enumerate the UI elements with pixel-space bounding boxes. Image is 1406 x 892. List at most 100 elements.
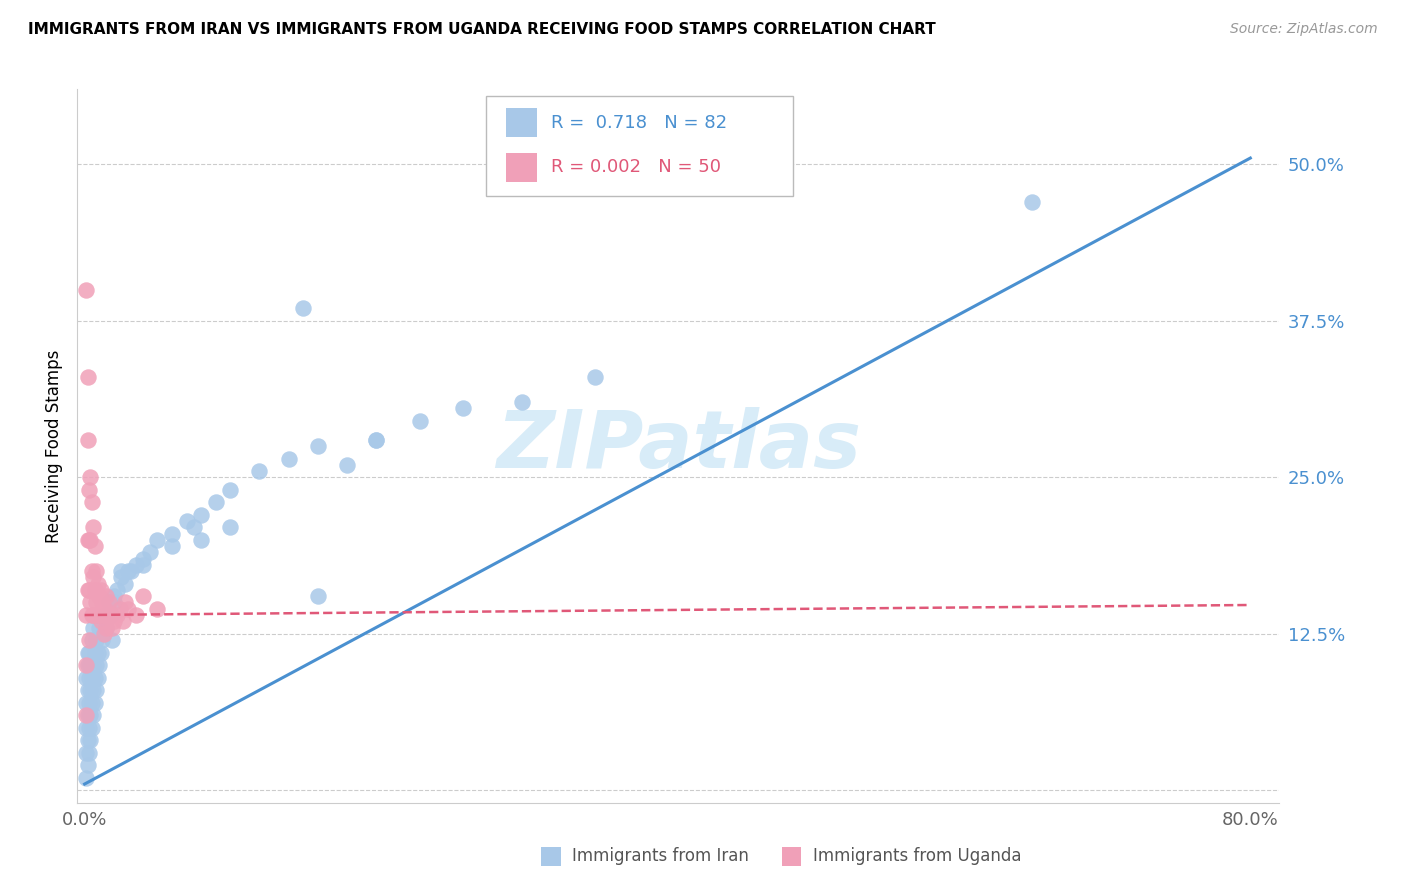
Point [96,621,118,635]
Point [83,646,105,660]
Point [79,595,101,609]
Point [90,582,112,597]
Point [82,520,104,534]
Point [75,607,97,622]
Point [100,607,122,622]
Point [82,607,104,622]
Point [336,458,359,472]
Point [80,607,103,622]
Point [76,683,98,698]
Text: Immigrants from Uganda: Immigrants from Uganda [813,847,1021,865]
Point [110,564,132,578]
Point [307,589,329,603]
Point [76,733,98,747]
Point [80,495,103,509]
Point [132,558,155,572]
Point [117,564,139,578]
Point [91,633,114,648]
Point [77,721,100,735]
Point [105,582,128,597]
Point [83,582,105,597]
Point [96,621,118,635]
Point [75,696,97,710]
Point [190,508,212,522]
Point [103,589,125,603]
Point [75,283,97,297]
Text: R =  0.718   N = 82: R = 0.718 N = 82 [551,114,727,132]
Point [117,601,139,615]
Point [124,607,146,622]
Point [100,607,122,622]
Point [75,771,97,785]
Point [77,746,100,760]
Point [110,570,132,584]
Point [89,658,111,673]
Point [93,607,115,622]
Point [79,658,101,673]
Point [76,646,98,660]
Point [77,671,100,685]
Point [146,601,169,615]
Point [204,495,226,509]
Point [80,696,103,710]
Point [277,451,299,466]
Point [80,633,103,648]
Point [80,721,103,735]
Point [87,646,110,660]
Point [84,564,107,578]
Point [76,370,98,384]
Point [87,576,110,591]
Point [84,595,107,609]
Point [176,514,198,528]
Point [105,607,128,622]
Point [76,582,98,597]
Point [114,595,136,609]
Point [80,671,103,685]
Point [160,526,183,541]
Point [77,483,100,497]
Point [139,545,162,559]
Point [76,658,98,673]
Point [76,433,98,447]
Point [364,433,387,447]
Point [76,758,98,772]
Point [80,564,103,578]
Point [84,658,107,673]
Point [97,607,120,622]
Point [1021,194,1043,209]
Point [76,533,98,547]
Text: Source: ZipAtlas.com: Source: ZipAtlas.com [1230,22,1378,37]
Point [83,696,105,710]
Point [89,621,111,635]
Point [132,589,155,603]
Point [87,671,110,685]
Point [160,539,183,553]
Point [90,614,112,628]
Point [190,533,212,547]
Point [82,570,104,584]
Point [120,564,142,578]
Point [219,520,242,534]
FancyBboxPatch shape [486,96,793,196]
Point [89,607,111,622]
Point [76,708,98,723]
Point [146,533,169,547]
Point [307,439,329,453]
Point [97,607,120,622]
Point [103,595,125,609]
Point [101,633,124,648]
Point [77,646,100,660]
Point [84,683,107,698]
Point [124,558,146,572]
Point [183,520,205,534]
Point [77,582,100,597]
Point [93,621,115,635]
Point [510,395,533,409]
Text: ZIPatlas: ZIPatlas [496,407,860,485]
Point [79,733,101,747]
Point [82,621,104,635]
Point [94,607,117,622]
Point [292,301,315,316]
Point [114,576,136,591]
Point [75,708,97,723]
